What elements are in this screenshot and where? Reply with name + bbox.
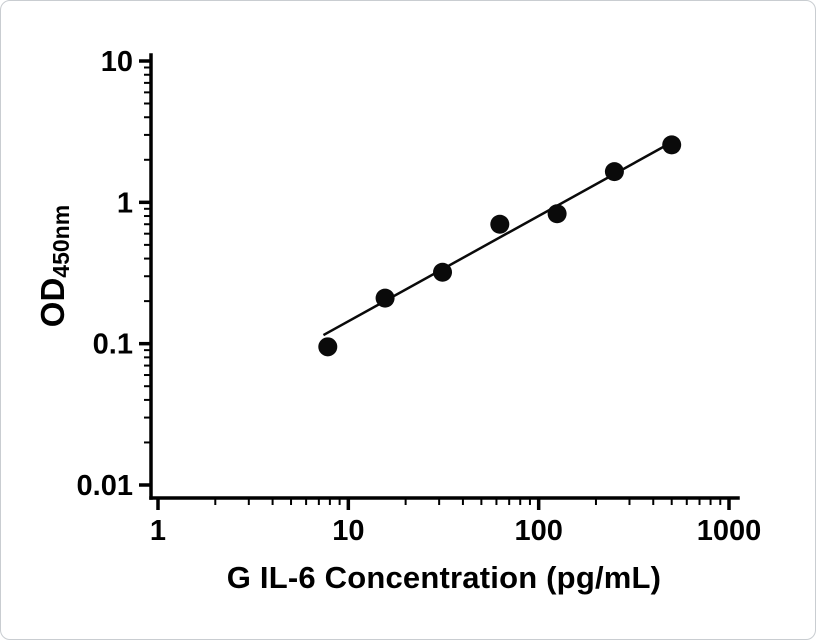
y-tick-label: 0.1 <box>93 329 133 361</box>
data-point <box>662 135 682 155</box>
y-tick-label: 10 <box>101 46 133 78</box>
y-tick-label: 1 <box>117 187 133 219</box>
y-axis-title: OD450nm <box>34 204 74 328</box>
data-point <box>433 262 453 282</box>
data-point <box>318 337 338 357</box>
x-tick-label: 10 <box>332 515 364 547</box>
x-axis-title: G IL-6 Concentration (pg/mL) <box>226 560 662 595</box>
x-tick-label: 1 <box>150 515 166 547</box>
data-point <box>547 204 567 224</box>
y-axis-title-subscript: 450nm <box>48 204 74 278</box>
x-tick-label: 100 <box>514 515 562 547</box>
y-axis-title-main: OD <box>34 277 71 328</box>
data-point <box>375 288 395 308</box>
data-point <box>604 162 624 182</box>
data-point <box>490 214 510 234</box>
x-tick-label: 1000 <box>697 515 762 547</box>
y-tick-label: 0.01 <box>77 470 133 502</box>
